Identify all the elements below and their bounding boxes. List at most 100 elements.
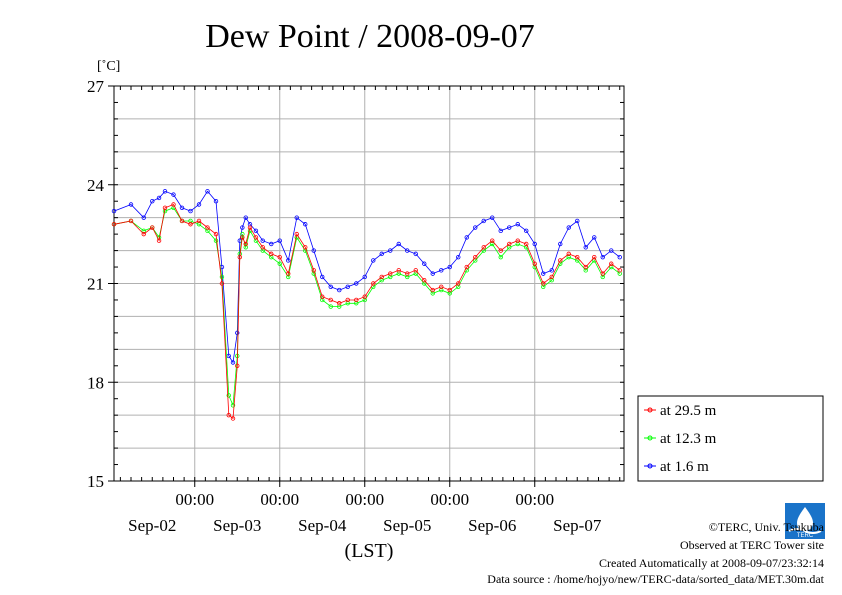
data-point xyxy=(396,268,401,273)
data-point xyxy=(439,268,444,273)
data-point xyxy=(303,245,308,250)
data-point xyxy=(294,215,299,220)
y-ticks: 15 18 21 24 27 xyxy=(87,77,624,491)
data-point xyxy=(473,225,478,230)
data-point xyxy=(473,254,478,260)
data-point xyxy=(413,268,418,273)
data-point xyxy=(388,271,393,276)
data-point xyxy=(592,254,597,260)
legend-box xyxy=(637,395,824,482)
data-point xyxy=(515,222,520,227)
x-tick-label: 00:00 xyxy=(515,490,554,509)
data-point xyxy=(213,238,219,243)
x-tick-label: 00:00 xyxy=(260,490,299,509)
data-point xyxy=(328,297,333,303)
date-label: Sep-04 xyxy=(298,516,347,535)
data-point xyxy=(141,231,146,237)
data-point xyxy=(379,251,384,257)
data-point xyxy=(162,189,168,194)
data-point xyxy=(243,215,248,220)
data-point xyxy=(260,245,265,250)
data-point xyxy=(575,218,580,224)
data-point xyxy=(507,241,512,247)
data-point xyxy=(219,281,225,286)
y-tick-label: 15 xyxy=(87,472,104,491)
data-point xyxy=(430,271,435,276)
data-point xyxy=(226,353,231,359)
data-point xyxy=(196,202,202,207)
x-tick-label: 00:00 xyxy=(430,490,469,509)
data-point xyxy=(354,297,359,303)
data-point xyxy=(128,202,134,207)
data-point xyxy=(226,393,231,398)
data-point xyxy=(532,241,537,247)
data-point xyxy=(609,248,614,253)
data-point xyxy=(196,218,202,224)
footer-source: Data source : /home/hojyo/new/TERC-data/… xyxy=(487,572,824,586)
x-axis-label: (LST) xyxy=(345,540,394,562)
data-point xyxy=(230,416,236,421)
data-point xyxy=(430,287,435,293)
data-point xyxy=(456,254,461,260)
data-point xyxy=(558,258,563,263)
data-point xyxy=(156,195,162,201)
data-point xyxy=(294,231,299,237)
data-point xyxy=(354,281,359,286)
data-point xyxy=(156,238,162,243)
y-tick-label: 18 xyxy=(87,373,104,392)
data-point xyxy=(213,199,219,204)
date-label: Sep-03 xyxy=(213,516,261,535)
data-point xyxy=(583,264,588,270)
data-point xyxy=(490,215,495,220)
data-point xyxy=(464,235,469,240)
series-at-12-3-m xyxy=(111,205,622,408)
data-point xyxy=(464,264,469,270)
data-point xyxy=(507,225,512,230)
data-point xyxy=(162,205,168,210)
x-ticks: 00:00 00:00 00:00 00:00 00:00 Sep-02 Sep-03 Sep… xyxy=(119,86,621,535)
data-point xyxy=(490,238,495,243)
series-line xyxy=(113,203,621,420)
data-point xyxy=(439,284,444,289)
chart-title: Dew Point / 2008-09-07 xyxy=(205,18,535,55)
data-point xyxy=(260,238,265,243)
data-point xyxy=(345,297,350,303)
data-point xyxy=(456,281,461,286)
y-axis-label: [˚C] xyxy=(97,59,120,74)
x-tick-label: 00:00 xyxy=(345,490,384,509)
data-point xyxy=(498,254,503,260)
data-point xyxy=(405,248,410,253)
data-point xyxy=(405,271,410,276)
series-line xyxy=(113,207,621,406)
data-point xyxy=(532,261,537,266)
data-point xyxy=(549,274,554,280)
data-point xyxy=(371,258,376,263)
data-point xyxy=(219,274,225,280)
data-point xyxy=(226,412,231,418)
data-point xyxy=(481,218,486,224)
data-point xyxy=(205,225,210,230)
legend-swatch-marker xyxy=(647,463,653,469)
data-point xyxy=(541,271,546,276)
data-point xyxy=(253,228,259,234)
data-point xyxy=(592,235,597,240)
data-point xyxy=(286,271,291,276)
data-point xyxy=(362,294,367,299)
data-point xyxy=(328,284,333,289)
terc-logo: TERC xyxy=(785,503,825,539)
data-point xyxy=(413,251,418,257)
data-point xyxy=(243,241,248,247)
data-point xyxy=(566,225,571,230)
data-point xyxy=(600,271,605,276)
footer-created: Created Automatically at 2008-09-07/23:3… xyxy=(599,556,824,570)
data-point xyxy=(320,274,325,280)
data-point xyxy=(337,301,342,306)
data-point xyxy=(515,238,520,243)
x-tick-label: 00:00 xyxy=(175,490,214,509)
footer-observed: Observed at TERC Tower site xyxy=(679,538,824,552)
data-point xyxy=(230,360,236,365)
data-point xyxy=(213,231,219,237)
y-tick-label: 24 xyxy=(87,176,105,195)
data-point xyxy=(205,189,210,194)
